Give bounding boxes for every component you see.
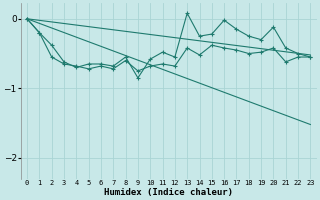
X-axis label: Humidex (Indice chaleur): Humidex (Indice chaleur) bbox=[104, 188, 233, 197]
